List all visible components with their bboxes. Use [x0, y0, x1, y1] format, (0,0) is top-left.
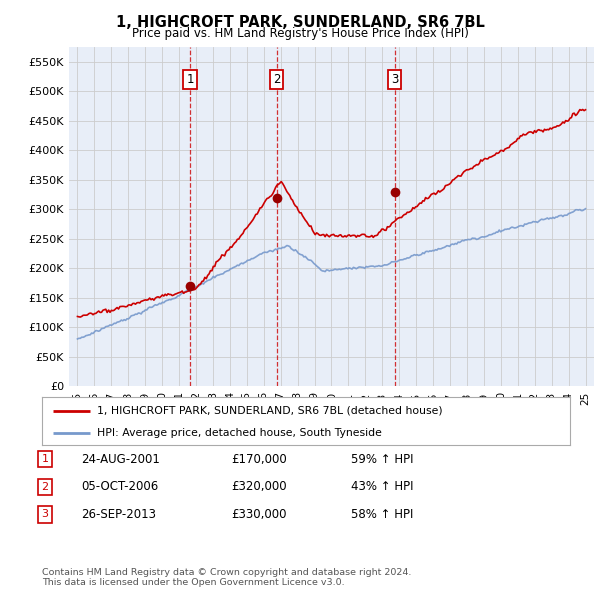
- Text: 3: 3: [391, 73, 398, 86]
- Text: £330,000: £330,000: [231, 508, 287, 521]
- Text: 2: 2: [273, 73, 280, 86]
- Text: £320,000: £320,000: [231, 480, 287, 493]
- Text: 24-AUG-2001: 24-AUG-2001: [81, 453, 160, 466]
- Text: Price paid vs. HM Land Registry's House Price Index (HPI): Price paid vs. HM Land Registry's House …: [131, 27, 469, 40]
- Text: 05-OCT-2006: 05-OCT-2006: [81, 480, 158, 493]
- Text: 1: 1: [41, 454, 49, 464]
- Text: 2: 2: [41, 482, 49, 491]
- Text: £170,000: £170,000: [231, 453, 287, 466]
- Text: 1: 1: [187, 73, 194, 86]
- Text: 26-SEP-2013: 26-SEP-2013: [81, 508, 156, 521]
- Text: HPI: Average price, detached house, South Tyneside: HPI: Average price, detached house, Sout…: [97, 428, 382, 438]
- Text: Contains HM Land Registry data © Crown copyright and database right 2024.
This d: Contains HM Land Registry data © Crown c…: [42, 568, 412, 587]
- Text: 1, HIGHCROFT PARK, SUNDERLAND, SR6 7BL (detached house): 1, HIGHCROFT PARK, SUNDERLAND, SR6 7BL (…: [97, 405, 443, 415]
- Text: 3: 3: [41, 510, 49, 519]
- Text: 1, HIGHCROFT PARK, SUNDERLAND, SR6 7BL: 1, HIGHCROFT PARK, SUNDERLAND, SR6 7BL: [116, 15, 484, 30]
- Text: 58% ↑ HPI: 58% ↑ HPI: [351, 508, 413, 521]
- Text: 43% ↑ HPI: 43% ↑ HPI: [351, 480, 413, 493]
- Text: 59% ↑ HPI: 59% ↑ HPI: [351, 453, 413, 466]
